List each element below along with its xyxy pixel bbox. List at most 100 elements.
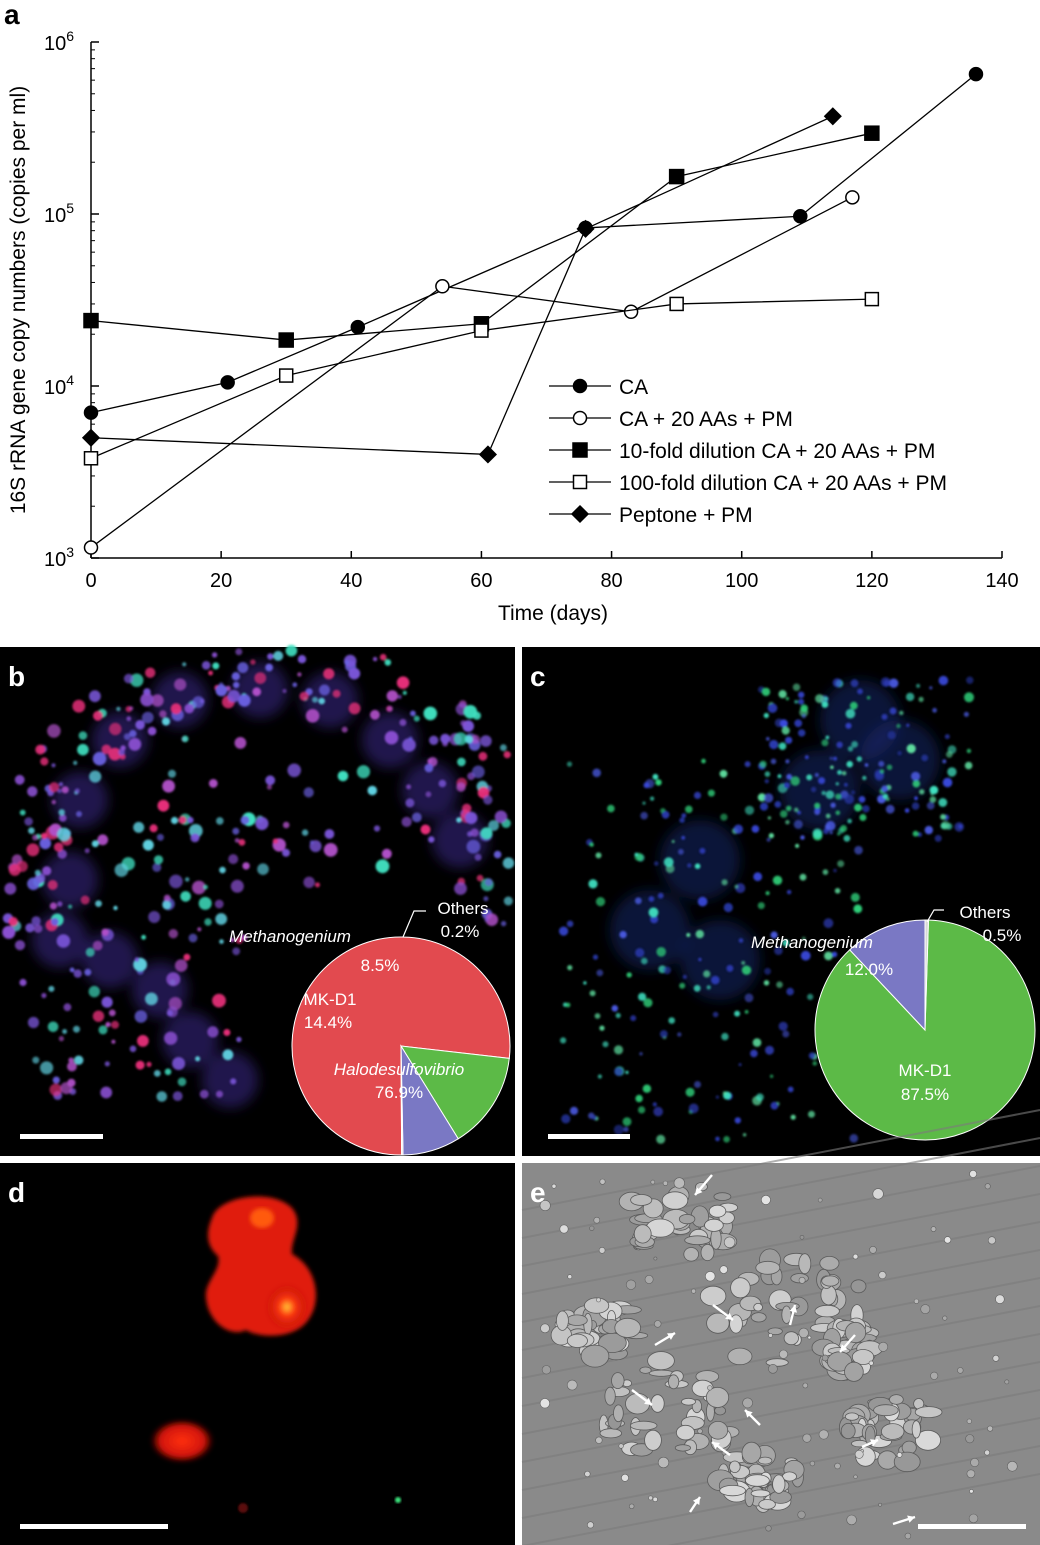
cell: [844, 782, 848, 787]
cell: [764, 779, 769, 784]
cell: [14, 940, 26, 951]
debris: [765, 1525, 772, 1532]
cell: [109, 722, 122, 736]
debris: [625, 1279, 637, 1290]
cell: [187, 816, 194, 824]
cell: [265, 663, 273, 672]
cell: [40, 757, 49, 766]
cell: [834, 888, 841, 894]
cell: [282, 689, 287, 693]
cell: [726, 964, 734, 972]
particle: [713, 1192, 732, 1201]
particle: [728, 1460, 741, 1474]
diffuse-signal: [780, 750, 860, 830]
pie-slice-name: MK-D1: [899, 1061, 952, 1080]
cell: [854, 845, 863, 855]
cell: [798, 691, 805, 698]
cell: [341, 726, 348, 733]
cell: [756, 1093, 764, 1102]
data-point: [83, 312, 99, 329]
cell: [845, 708, 856, 719]
cell: [27, 1016, 40, 1029]
cell: [734, 884, 739, 889]
cell: [723, 1136, 730, 1143]
cell: [878, 760, 885, 767]
legend-item: CA + 20 AAs + PM: [549, 408, 793, 431]
cell: [583, 981, 587, 985]
particle: [757, 1456, 773, 1465]
cell: [483, 896, 489, 902]
cell: [693, 791, 702, 800]
cell: [174, 959, 188, 972]
cell: [332, 689, 341, 698]
cell: [734, 1117, 741, 1124]
debris: [648, 1495, 653, 1501]
cell: [152, 862, 162, 872]
cell: [216, 1090, 223, 1098]
cell: [862, 775, 867, 781]
cell: [944, 734, 950, 740]
cell: [255, 816, 269, 831]
debris: [818, 1429, 829, 1440]
cell: [592, 954, 599, 960]
particle: [678, 1214, 696, 1225]
cell: [148, 911, 161, 923]
data-point: [350, 319, 366, 335]
debris: [930, 1226, 937, 1232]
cell: [759, 802, 769, 811]
legend-label: 10-fold dilution CA + 20 AAs + PM: [619, 440, 935, 463]
chart-series-group: [81, 66, 984, 555]
cell: [779, 810, 788, 818]
cell: [142, 839, 154, 851]
cell: [833, 868, 837, 873]
debris: [778, 1349, 788, 1359]
cell: [607, 804, 615, 813]
x-tick-label: 140: [985, 570, 1018, 592]
cell: [8, 917, 18, 927]
cell: [396, 676, 410, 689]
cell: [323, 668, 335, 680]
cell: [166, 1010, 173, 1017]
surface-scratch: [521, 1109, 1040, 1211]
cell: [211, 652, 218, 658]
debris: [798, 1327, 809, 1338]
cell: [227, 689, 240, 703]
debris: [586, 1521, 594, 1529]
y-tick-label: 104: [44, 372, 74, 399]
debris: [551, 1183, 557, 1189]
cell: [292, 682, 298, 688]
cell: [68, 1057, 74, 1063]
cell: [208, 670, 214, 676]
cell: [761, 687, 771, 697]
cell: [588, 879, 598, 889]
cell: [219, 866, 226, 874]
cell: [273, 650, 284, 661]
cell: [59, 814, 67, 822]
debris: [968, 1513, 979, 1524]
particle: [741, 1441, 762, 1464]
aggregate-glow: [610, 680, 940, 1000]
debris: [821, 1354, 829, 1362]
particle: [674, 1444, 692, 1452]
cell: [897, 751, 902, 756]
cell: [133, 821, 145, 833]
cell: [58, 809, 65, 816]
cell: [823, 918, 834, 929]
cell: [912, 830, 919, 837]
x-axis-title: Time (days): [498, 602, 608, 625]
cell: [769, 739, 779, 750]
debris: [628, 1503, 635, 1510]
cell: [141, 934, 147, 940]
cell: [299, 691, 309, 701]
cell: [594, 1013, 601, 1019]
cell: [502, 857, 515, 869]
cell: [493, 850, 502, 859]
cell: [835, 793, 842, 800]
cell: [694, 863, 701, 869]
cell: [420, 824, 431, 835]
cell: [85, 947, 95, 957]
cell: [222, 1049, 234, 1061]
cell: [265, 775, 276, 786]
cell: [315, 882, 320, 888]
debris: [596, 1297, 601, 1303]
